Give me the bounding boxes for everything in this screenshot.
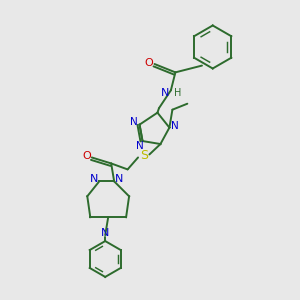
Text: H: H — [174, 88, 181, 98]
Text: N: N — [130, 117, 137, 127]
Text: N: N — [90, 174, 98, 184]
Text: N: N — [101, 228, 110, 238]
Text: N: N — [116, 174, 124, 184]
Text: S: S — [140, 149, 148, 163]
Text: N: N — [136, 140, 144, 151]
Text: O: O — [145, 58, 154, 68]
Text: N: N — [171, 121, 178, 131]
Text: N: N — [161, 88, 170, 98]
Text: O: O — [82, 151, 91, 161]
